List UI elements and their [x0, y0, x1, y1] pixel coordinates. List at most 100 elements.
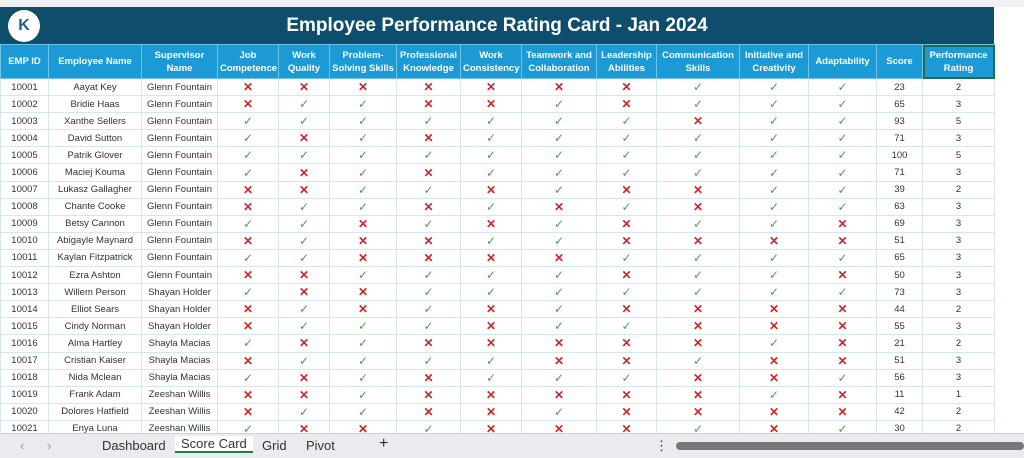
employee-name-cell[interactable]: Chante Cooke: [48, 197, 142, 216]
emp-id-cell[interactable]: 10019: [0, 385, 49, 404]
next-sheet-button[interactable]: ›: [47, 438, 52, 453]
check-icon[interactable]: ✓: [460, 163, 522, 182]
cross-icon[interactable]: ✕: [278, 266, 330, 285]
check-icon[interactable]: ✓: [278, 95, 330, 114]
cross-icon[interactable]: ✕: [656, 197, 740, 216]
cross-icon[interactable]: ✕: [396, 402, 461, 421]
cross-icon[interactable]: ✕: [808, 214, 877, 233]
check-icon[interactable]: ✓: [396, 300, 461, 319]
score-cell[interactable]: 44: [876, 300, 923, 319]
employee-name-cell[interactable]: Nida Mclean: [48, 368, 142, 387]
check-icon[interactable]: ✓: [739, 248, 809, 268]
check-icon[interactable]: ✓: [396, 180, 461, 199]
emp-id-cell[interactable]: 10015: [0, 317, 49, 336]
check-icon[interactable]: ✓: [739, 77, 809, 97]
check-icon[interactable]: ✓: [217, 112, 279, 131]
check-icon[interactable]: ✓: [521, 368, 597, 387]
cross-icon[interactable]: ✕: [217, 77, 279, 97]
add-sheet-button[interactable]: +: [379, 435, 389, 452]
cross-icon[interactable]: ✕: [396, 95, 461, 114]
cross-icon[interactable]: ✕: [396, 385, 461, 404]
cross-icon[interactable]: ✕: [656, 402, 740, 421]
column-header[interactable]: Problem-Solving Skills: [329, 44, 397, 79]
column-header[interactable]: Score: [876, 44, 923, 79]
performance-rating-cell[interactable]: 3: [922, 317, 995, 336]
cross-icon[interactable]: ✕: [460, 180, 522, 199]
check-icon[interactable]: ✓: [278, 112, 330, 131]
supervisor-cell[interactable]: Glenn Fountain: [141, 214, 218, 233]
supervisor-cell[interactable]: Shayla Macias: [141, 351, 218, 370]
prev-sheet-button[interactable]: ‹: [20, 438, 25, 453]
supervisor-cell[interactable]: Glenn Fountain: [141, 180, 218, 199]
cross-icon[interactable]: ✕: [460, 300, 522, 319]
score-cell[interactable]: 39: [876, 180, 923, 199]
performance-rating-cell[interactable]: 2: [922, 334, 995, 353]
cross-icon[interactable]: ✕: [329, 300, 397, 319]
check-icon[interactable]: ✓: [739, 334, 809, 353]
check-icon[interactable]: ✓: [217, 368, 279, 387]
column-header[interactable]: Supervisor Name: [141, 44, 218, 79]
emp-id-cell[interactable]: 10013: [0, 283, 49, 302]
check-icon[interactable]: ✓: [739, 283, 809, 302]
tab-pivot[interactable]: Pivot: [306, 438, 335, 453]
performance-rating-cell[interactable]: 5: [922, 112, 995, 131]
employee-name-cell[interactable]: Bridie Haas: [48, 95, 142, 114]
check-icon[interactable]: ✓: [396, 351, 461, 370]
cross-icon[interactable]: ✕: [278, 129, 330, 148]
cross-icon[interactable]: ✕: [596, 300, 657, 319]
check-icon[interactable]: ✓: [460, 351, 522, 370]
cross-icon[interactable]: ✕: [808, 402, 877, 421]
column-header[interactable]: EMP ID: [0, 44, 49, 79]
check-icon[interactable]: ✓: [278, 231, 330, 250]
cross-icon[interactable]: ✕: [656, 112, 740, 131]
cross-icon[interactable]: ✕: [217, 300, 279, 319]
column-header[interactable]: Professional Knowledge: [396, 44, 461, 79]
employee-name-cell[interactable]: Frank Adam: [48, 385, 142, 404]
cross-icon[interactable]: ✕: [596, 402, 657, 421]
cross-icon[interactable]: ✕: [396, 368, 461, 387]
performance-rating-cell[interactable]: 2: [922, 77, 995, 97]
check-icon[interactable]: ✓: [656, 248, 740, 268]
supervisor-cell[interactable]: Glenn Fountain: [141, 146, 218, 165]
check-icon[interactable]: ✓: [596, 163, 657, 182]
employee-name-cell[interactable]: Alma Hartley: [48, 334, 142, 353]
check-icon[interactable]: ✓: [739, 129, 809, 148]
check-icon[interactable]: ✓: [217, 129, 279, 148]
check-icon[interactable]: ✓: [656, 351, 740, 370]
performance-rating-cell[interactable]: 3: [922, 163, 995, 182]
check-icon[interactable]: ✓: [329, 317, 397, 336]
performance-rating-cell[interactable]: 3: [922, 266, 995, 285]
employee-name-cell[interactable]: David Sutton: [48, 129, 142, 148]
cross-icon[interactable]: ✕: [217, 317, 279, 336]
performance-rating-cell[interactable]: 5: [922, 146, 995, 165]
emp-id-cell[interactable]: 10012: [0, 266, 49, 285]
supervisor-cell[interactable]: Shayla Macias: [141, 334, 218, 353]
check-icon[interactable]: ✓: [217, 163, 279, 182]
check-icon[interactable]: ✓: [808, 368, 877, 387]
check-icon[interactable]: ✓: [521, 300, 597, 319]
check-icon[interactable]: ✓: [329, 146, 397, 165]
column-header[interactable]: Communication Skills: [656, 44, 740, 79]
check-icon[interactable]: ✓: [460, 231, 522, 250]
cross-icon[interactable]: ✕: [396, 248, 461, 268]
performance-rating-cell[interactable]: 3: [922, 95, 995, 114]
check-icon[interactable]: ✓: [739, 95, 809, 114]
score-cell[interactable]: 51: [876, 231, 923, 250]
cross-icon[interactable]: ✕: [329, 77, 397, 97]
cross-icon[interactable]: ✕: [521, 77, 597, 97]
score-cell[interactable]: 42: [876, 402, 923, 421]
check-icon[interactable]: ✓: [217, 283, 279, 302]
check-icon[interactable]: ✓: [329, 112, 397, 131]
cross-icon[interactable]: ✕: [596, 180, 657, 199]
score-cell[interactable]: 21: [876, 334, 923, 353]
cross-icon[interactable]: ✕: [596, 95, 657, 114]
check-icon[interactable]: ✓: [329, 197, 397, 216]
check-icon[interactable]: ✓: [217, 334, 279, 353]
check-icon[interactable]: ✓: [596, 248, 657, 268]
score-cell[interactable]: 93: [876, 112, 923, 131]
cross-icon[interactable]: ✕: [596, 351, 657, 370]
emp-id-cell[interactable]: 10004: [0, 129, 49, 148]
check-icon[interactable]: ✓: [521, 95, 597, 114]
employee-name-cell[interactable]: Dolores Hatfield: [48, 402, 142, 421]
check-icon[interactable]: ✓: [329, 334, 397, 353]
